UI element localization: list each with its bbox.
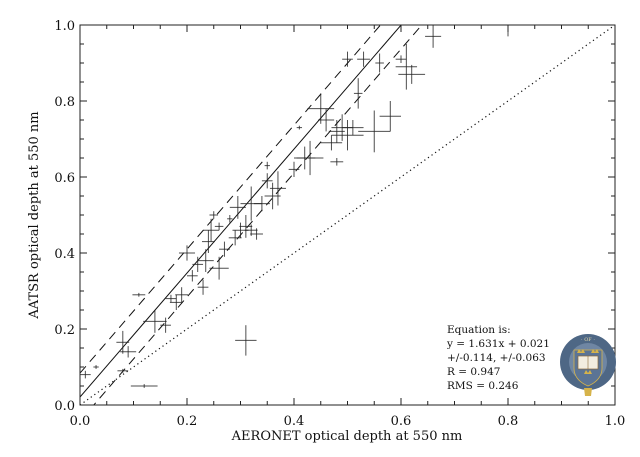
data-point — [197, 249, 214, 272]
y-tick-label: 1.0 — [54, 19, 75, 34]
data-point — [197, 279, 209, 295]
data-point — [117, 368, 129, 373]
data-point — [132, 292, 146, 297]
data-point — [235, 325, 257, 356]
data-point — [357, 51, 370, 67]
y-axis-title: AATSR optical depth at 550 nm — [27, 111, 42, 319]
data-point — [175, 287, 189, 303]
data-point — [209, 211, 219, 219]
crown-icon — [577, 349, 585, 353]
data-point — [120, 346, 137, 358]
oxford-crest-logo: · OF · — [560, 334, 616, 396]
data-point — [379, 101, 401, 132]
y-tick-label: 0.0 — [54, 399, 75, 414]
data-point — [239, 215, 253, 238]
data-point — [320, 135, 343, 151]
data-points — [80, 25, 546, 388]
data-point — [227, 215, 233, 223]
data-point — [130, 384, 158, 388]
data-point — [93, 365, 99, 369]
data-point — [318, 108, 335, 132]
data-point — [375, 53, 384, 73]
data-point — [331, 120, 364, 151]
x-tick-label: 0.8 — [498, 414, 519, 429]
data-point — [296, 125, 303, 130]
data-point — [228, 230, 242, 246]
reference-line — [80, 25, 402, 398]
data-point — [307, 93, 335, 124]
x-tick-labels: 0.0 0.2 0.4 0.6 0.8 1.0 — [70, 414, 626, 429]
data-point — [219, 241, 230, 257]
crown-icon — [584, 370, 592, 374]
data-point — [264, 161, 270, 170]
x-axis-title: AERONET optical depth at 550 nm — [231, 429, 463, 444]
data-point — [261, 173, 273, 189]
data-point — [169, 294, 183, 310]
data-point — [187, 270, 198, 282]
data-point — [143, 310, 167, 333]
crown-icon — [591, 349, 599, 353]
data-point — [353, 78, 363, 109]
data-point — [269, 171, 286, 206]
x-tick-label: 0.0 — [70, 414, 91, 429]
x-tick-label: 1.0 — [605, 414, 626, 429]
y-tick-labels: 0.0 0.2 0.4 0.6 0.8 1.0 — [54, 19, 75, 414]
data-point — [209, 256, 229, 280]
x-tick-label: 0.2 — [177, 414, 198, 429]
annotation-line-3: R = 0.947 — [447, 366, 500, 378]
data-point — [116, 330, 130, 354]
data-point — [250, 228, 263, 240]
annotation-line-4: RMS = 0.246 — [447, 380, 519, 392]
annotation-line-2: +/-0.114, +/-0.063 — [447, 352, 546, 364]
annotation-line-1: y = 1.631x + 0.021 — [446, 338, 550, 350]
data-point — [201, 230, 215, 253]
x-tick-label: 0.4 — [284, 414, 305, 429]
data-point — [178, 245, 196, 261]
reference-line — [93, 25, 423, 405]
y-tick-label: 0.8 — [54, 95, 75, 110]
data-point — [192, 256, 204, 272]
svg-text:· OF ·: · OF · — [581, 337, 595, 343]
data-point — [330, 158, 344, 166]
data-point — [160, 317, 171, 333]
annotation-line-0: Equation is: — [447, 324, 511, 336]
data-point — [253, 196, 270, 212]
data-point — [288, 161, 300, 177]
data-point — [358, 110, 391, 153]
data-point — [425, 25, 442, 48]
data-point — [342, 120, 364, 136]
data-point — [214, 222, 224, 231]
y-tick-label: 0.2 — [54, 323, 75, 338]
data-point — [229, 196, 246, 219]
equation-annotation: Equation is: y = 1.631x + 0.021 +/-0.114… — [446, 324, 550, 392]
data-point — [296, 140, 324, 176]
data-point — [395, 55, 407, 63]
data-point — [203, 218, 220, 242]
data-point — [80, 370, 91, 379]
data-point — [165, 294, 177, 303]
y-tick-label: 0.6 — [54, 171, 75, 186]
data-point — [395, 44, 418, 90]
y-tick-label: 0.4 — [54, 247, 75, 262]
data-point — [342, 51, 353, 67]
x-tick-label: 0.6 — [391, 414, 412, 429]
data-point — [398, 64, 426, 84]
